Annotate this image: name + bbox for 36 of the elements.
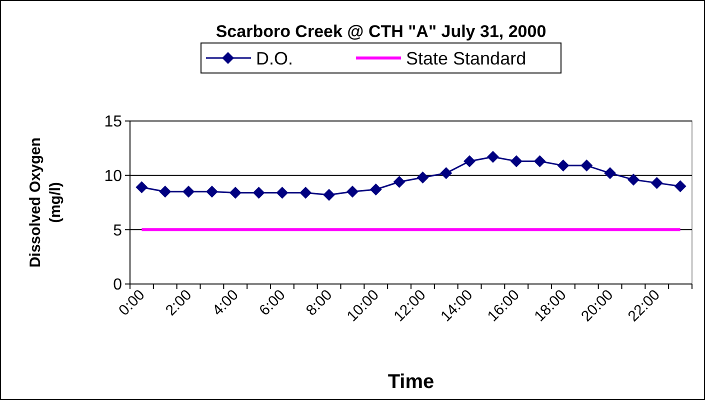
point — [159, 186, 172, 198]
point — [346, 186, 358, 198]
point — [206, 186, 218, 198]
y-tick-label: 10 — [104, 168, 122, 185]
chart-title: Scarboro Creek @ CTH "A" July 31, 2000 — [216, 22, 546, 41]
point — [276, 186, 288, 199]
x-tick-label: 6:00 — [256, 286, 289, 320]
x-tick-label: 4:00 — [209, 286, 242, 320]
point — [440, 167, 452, 180]
point — [557, 160, 570, 172]
point — [510, 155, 522, 168]
y-tick-label: 0 — [113, 276, 122, 294]
x-axis-title: Time — [388, 371, 434, 393]
point — [464, 155, 476, 168]
y-tick-label: 15 — [104, 114, 122, 131]
point — [416, 172, 429, 184]
point — [370, 183, 382, 196]
legend-label: D.O. — [256, 48, 294, 68]
y-tick-label: 5 — [113, 222, 122, 240]
point — [300, 186, 312, 199]
point — [534, 155, 546, 168]
point — [627, 174, 640, 186]
point — [323, 188, 336, 201]
x-tick-label: 8:00 — [302, 286, 336, 320]
point — [674, 180, 686, 192]
point — [229, 186, 242, 199]
point — [182, 186, 195, 198]
point — [136, 181, 148, 194]
point — [252, 186, 265, 199]
point — [580, 160, 593, 172]
y-axis-title: Dissolved Oxygen (mg/l) — [27, 137, 64, 268]
point — [604, 167, 616, 180]
legend-label: State Standard — [406, 48, 526, 68]
point — [486, 150, 499, 163]
point — [650, 176, 663, 189]
point — [393, 176, 406, 188]
